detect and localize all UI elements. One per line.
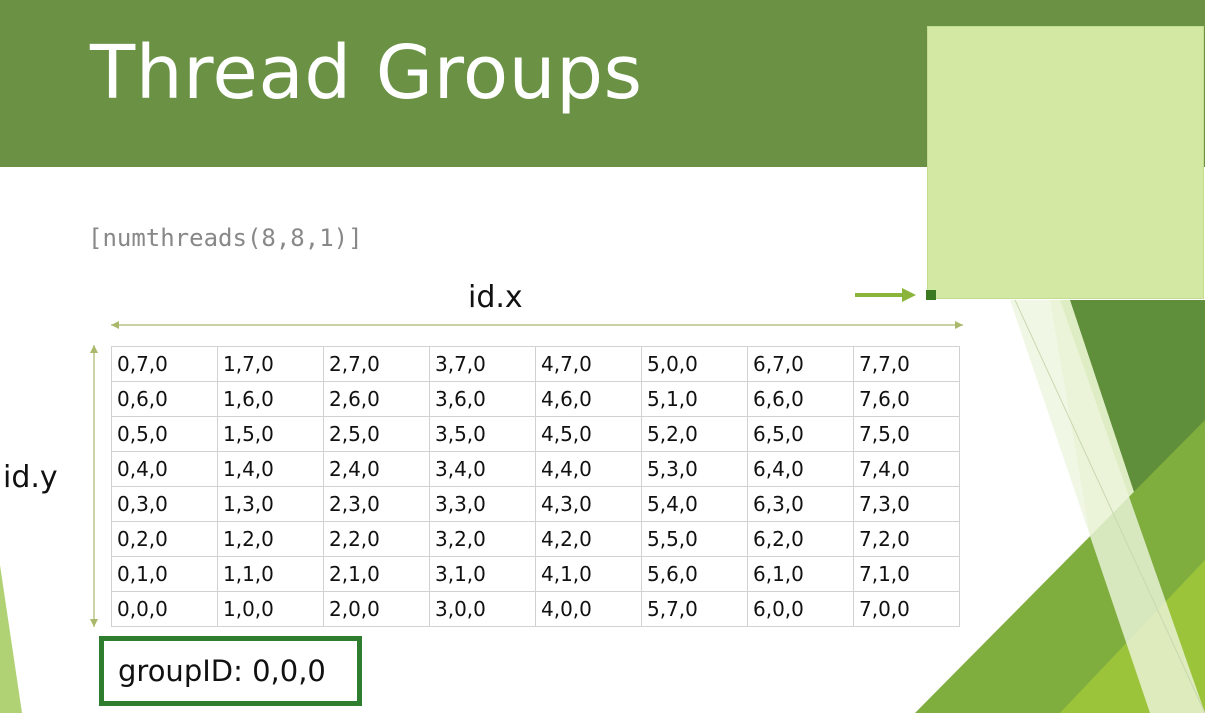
thread-id-cell: 4,3,0 xyxy=(535,486,642,522)
thread-id-cell: 7,0,0 xyxy=(853,591,960,627)
deco-thin-line xyxy=(1014,299,1205,713)
thread-id-cell: 1,3,0 xyxy=(217,486,324,522)
thread-id-cell: 4,2,0 xyxy=(535,521,642,557)
thread-id-cell: 3,7,0 xyxy=(429,346,536,382)
thread-id-cell: 2,1,0 xyxy=(323,556,430,592)
thread-id-cell: 2,7,0 xyxy=(323,346,430,382)
thread-marker xyxy=(926,290,936,300)
thread-id-cell: 7,4,0 xyxy=(853,451,960,487)
deco-pale-wedge xyxy=(1010,300,1205,713)
thread-id-cell: 4,7,0 xyxy=(535,346,642,382)
thread-id-cell: 1,5,0 xyxy=(217,416,324,452)
thread-id-cell: 6,5,0 xyxy=(747,416,854,452)
group-id-label: groupID: 0,0,0 xyxy=(118,654,326,688)
thread-id-cell: 3,3,0 xyxy=(429,486,536,522)
y-axis-label: id.y xyxy=(3,460,58,495)
pointer-arrowhead xyxy=(902,288,916,302)
y-axis-arrowhead-bottom xyxy=(90,619,98,627)
grid-row: 0,0,0 1,0,0 2,0,0 3,0,0 4,0,0 5,7,0 6,0,0 7,0,0 xyxy=(111,591,960,627)
thread-id-cell: 1,1,0 xyxy=(217,556,324,592)
thread-id-cell: 4,0,0 xyxy=(535,591,642,627)
thread-id-cell: 5,1,0 xyxy=(641,381,748,417)
thread-id-cell: 4,1,0 xyxy=(535,556,642,592)
thread-id-cell: 3,1,0 xyxy=(429,556,536,592)
grid-row: 0,1,0 1,1,0 2,1,0 3,1,0 4,1,0 5,6,0 6,1,0 7,1,0 xyxy=(111,556,960,592)
thread-id-cell: 0,5,0 xyxy=(111,416,218,452)
thread-id-cell: 5,0,0 xyxy=(641,346,748,382)
thread-id-cell: 7,3,0 xyxy=(853,486,960,522)
thread-id-cell: 1,6,0 xyxy=(217,381,324,417)
thread-id-cell: 3,2,0 xyxy=(429,521,536,557)
thread-id-cell: 7,1,0 xyxy=(853,556,960,592)
thread-id-cell: 0,7,0 xyxy=(111,346,218,382)
thread-id-cell: 1,2,0 xyxy=(217,521,324,557)
thread-id-cell: 2,3,0 xyxy=(323,486,430,522)
thread-id-cell: 3,5,0 xyxy=(429,416,536,452)
grid-row: 0,4,0 1,4,0 2,4,0 3,4,0 4,4,0 5,3,0 6,4,0 7,4,0 xyxy=(111,451,960,487)
thread-id-cell: 7,5,0 xyxy=(853,416,960,452)
thread-id-cell: 5,2,0 xyxy=(641,416,748,452)
thread-id-grid: 0,7,0 1,7,0 2,7,0 3,7,0 4,7,0 5,0,0 6,7,0 7,7,0… xyxy=(111,346,960,627)
numthreads-code: [numthreads(8,8,1)] xyxy=(88,224,363,252)
thread-id-cell: 0,6,0 xyxy=(111,381,218,417)
slide-title: Thread Groups xyxy=(90,30,643,116)
thread-id-cell: 4,5,0 xyxy=(535,416,642,452)
thread-id-cell: 5,5,0 xyxy=(641,521,748,557)
grid-row: 0,2,0 1,2,0 2,2,0 3,2,0 4,2,0 5,5,0 6,2,0 7,2,0 xyxy=(111,521,960,557)
group-id-box: groupID: 0,0,0 xyxy=(99,636,362,706)
grid-row: 0,5,0 1,5,0 2,5,0 3,5,0 4,5,0 5,2,0 6,5,0 7,5,0 xyxy=(111,416,960,452)
thread-id-cell: 6,3,0 xyxy=(747,486,854,522)
thread-id-cell: 4,6,0 xyxy=(535,381,642,417)
grid-row: 0,6,0 1,6,0 2,6,0 3,6,0 4,6,0 5,1,0 6,6,0 7,6,0 xyxy=(111,381,960,417)
thread-id-cell: 2,5,0 xyxy=(323,416,430,452)
thread-id-cell: 5,3,0 xyxy=(641,451,748,487)
grid-row: 0,7,0 1,7,0 2,7,0 3,7,0 4,7,0 5,0,0 6,7,0 7,7,0 xyxy=(111,346,960,382)
x-axis-arrowhead-left xyxy=(111,321,119,329)
thread-id-cell: 2,2,0 xyxy=(323,521,430,557)
thread-id-cell: 5,6,0 xyxy=(641,556,748,592)
x-axis-label: id.x xyxy=(468,280,523,315)
thread-id-cell: 5,4,0 xyxy=(641,486,748,522)
deco-left-sliver xyxy=(0,565,22,713)
thread-id-cell: 6,1,0 xyxy=(747,556,854,592)
thread-id-cell: 0,2,0 xyxy=(111,521,218,557)
thread-id-cell: 6,4,0 xyxy=(747,451,854,487)
thread-id-cell: 7,2,0 xyxy=(853,521,960,557)
thread-id-cell: 6,7,0 xyxy=(747,346,854,382)
thread-id-cell: 3,4,0 xyxy=(429,451,536,487)
thread-id-cell: 2,4,0 xyxy=(323,451,430,487)
thread-id-cell: 7,7,0 xyxy=(853,346,960,382)
thread-id-cell: 6,6,0 xyxy=(747,381,854,417)
thread-id-cell: 6,0,0 xyxy=(747,591,854,627)
thread-id-cell: 3,6,0 xyxy=(429,381,536,417)
thread-id-cell: 4,4,0 xyxy=(535,451,642,487)
thread-id-cell: 2,6,0 xyxy=(323,381,430,417)
thread-id-cell: 1,7,0 xyxy=(217,346,324,382)
thread-id-cell: 5,7,0 xyxy=(641,591,748,627)
thread-id-cell: 3,0,0 xyxy=(429,591,536,627)
y-axis-arrowhead-top xyxy=(90,345,98,353)
thread-id-cell: 7,6,0 xyxy=(853,381,960,417)
thread-group-highlight-panel xyxy=(927,26,1204,299)
x-axis-arrowhead-right xyxy=(955,321,963,329)
thread-id-cell: 1,4,0 xyxy=(217,451,324,487)
thread-id-cell: 1,0,0 xyxy=(217,591,324,627)
thread-id-cell: 0,3,0 xyxy=(111,486,218,522)
thread-id-cell: 0,1,0 xyxy=(111,556,218,592)
thread-id-cell: 0,4,0 xyxy=(111,451,218,487)
thread-id-cell: 6,2,0 xyxy=(747,521,854,557)
thread-id-cell: 2,0,0 xyxy=(323,591,430,627)
grid-row: 0,3,0 1,3,0 2,3,0 3,3,0 4,3,0 5,4,0 6,3,0 7,3,0 xyxy=(111,486,960,522)
thread-id-cell: 0,0,0 xyxy=(111,591,218,627)
